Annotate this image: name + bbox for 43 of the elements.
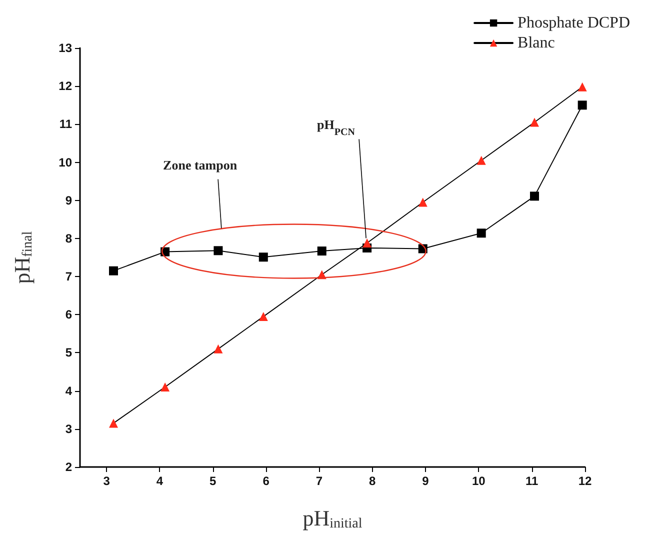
x-tick-label: 11 — [526, 474, 539, 488]
y-tick-label: 13 — [58, 41, 72, 55]
point — [108, 418, 118, 428]
y-tick-label: 5 — [65, 346, 72, 360]
y-tick-label: 9 — [65, 193, 72, 208]
point — [258, 252, 268, 262]
legend-label: Phosphate DCPD — [518, 14, 630, 32]
point — [362, 238, 372, 248]
x-tick-label: 8 — [369, 474, 376, 488]
point — [258, 312, 268, 322]
x-tick-label: 10 — [472, 474, 486, 488]
point — [530, 118, 539, 127]
x-tick-label: 4 — [156, 474, 164, 488]
y-tick-label: 3 — [65, 422, 72, 436]
y-tick-label: 11 — [59, 117, 72, 132]
x-tick-label: 5 — [210, 474, 217, 488]
point — [214, 344, 223, 354]
legend-label: Blanc — [518, 34, 555, 52]
x-tick-label: 6 — [262, 474, 270, 488]
point — [317, 246, 326, 256]
point — [578, 100, 587, 110]
point — [578, 82, 587, 92]
x-tick-label: 12 — [578, 474, 592, 488]
x-tick-label: 3 — [103, 474, 110, 488]
point — [476, 156, 486, 165]
y-tick-label: 6 — [65, 308, 72, 322]
y-tick-label: 8 — [65, 231, 72, 246]
y-tick-label: 10 — [58, 155, 72, 170]
x-tick-label: 7 — [316, 474, 323, 488]
x-tick-label: 9 — [422, 474, 430, 488]
note-text: Zone tampon — [163, 157, 238, 172]
y-tick-label: 7 — [65, 270, 72, 284]
y-axis-title: pHfinal — [10, 231, 36, 284]
point — [476, 228, 486, 238]
y-tick-label: 2 — [65, 460, 72, 474]
point — [160, 382, 170, 392]
point — [530, 192, 539, 201]
point — [214, 246, 223, 256]
note-text: pH$_{PCN}$ — [317, 117, 355, 138]
point — [418, 198, 428, 207]
point — [108, 266, 118, 276]
y-tick-label: 4 — [65, 384, 72, 398]
y-tick-label: 12 — [58, 79, 72, 94]
